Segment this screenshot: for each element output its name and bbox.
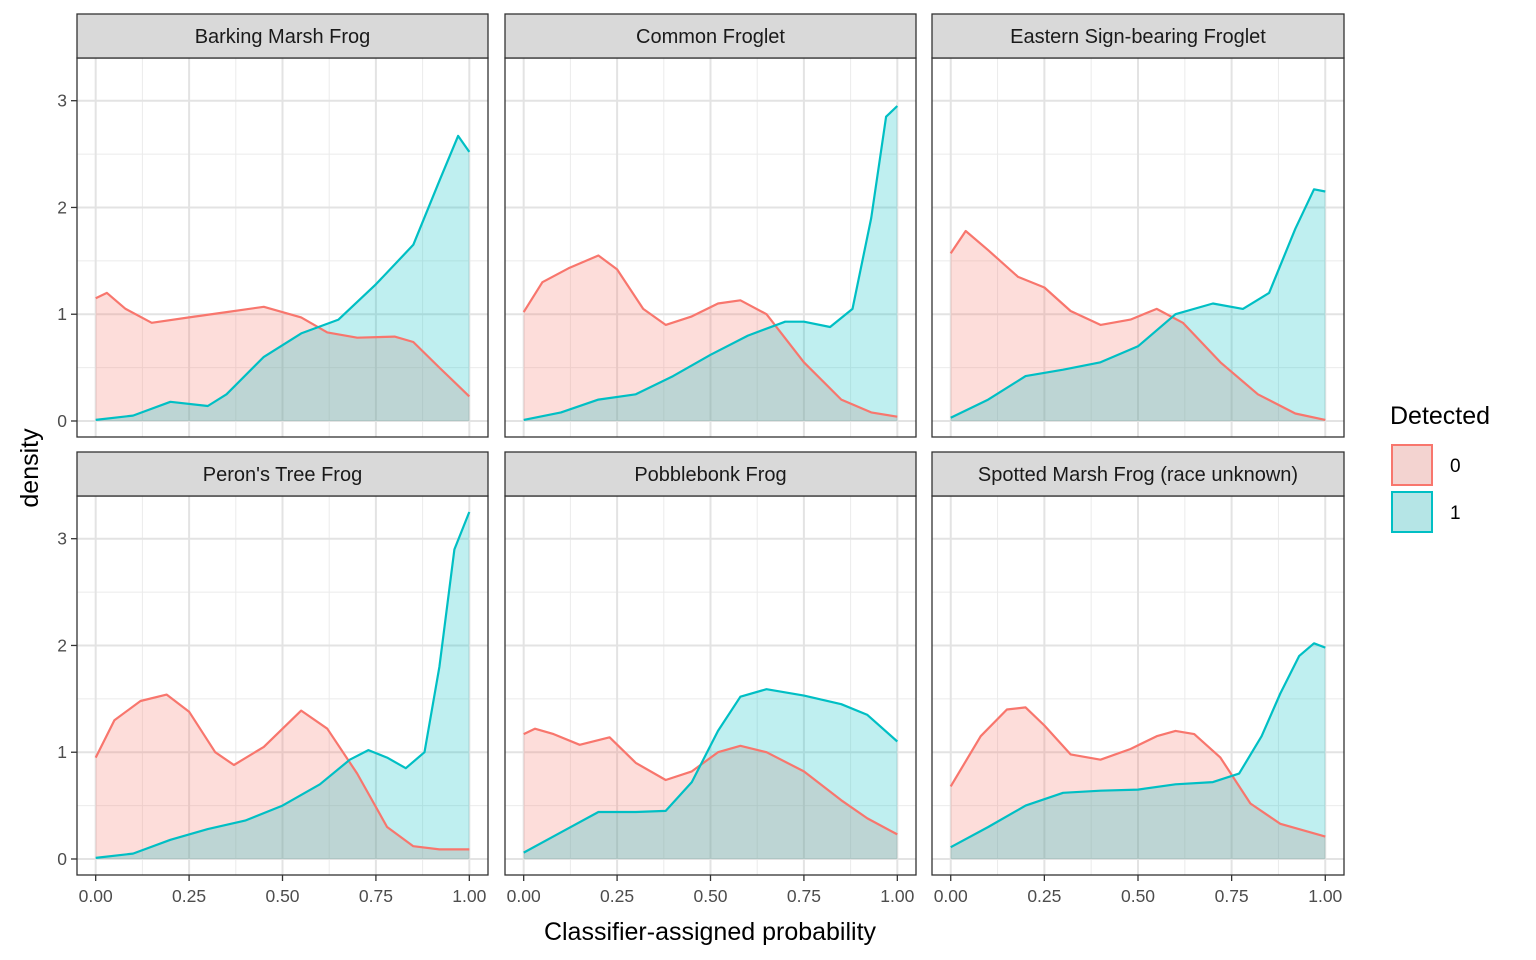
density-area-0 bbox=[950, 707, 1326, 859]
x-tick-label: 0.25 bbox=[1027, 886, 1061, 906]
density-line-1 bbox=[950, 188, 1326, 419]
density-line-1 bbox=[95, 134, 471, 421]
facet-panel: Spotted Marsh Frog (race unknown) 0.00 0.2… bbox=[931, 451, 1345, 906]
density-line-0 bbox=[522, 254, 898, 418]
density-area-1 bbox=[523, 689, 898, 859]
x-tick-label: 0.25 bbox=[172, 886, 206, 906]
x-tick-label: 0.00 bbox=[507, 886, 541, 906]
facet-panel: Barking Marsh Frog 0 1 2 3 bbox=[57, 13, 489, 438]
facet-title: Barking Marsh Frog bbox=[195, 26, 371, 48]
y-tick-label: 3 bbox=[57, 91, 67, 111]
y-axis-title: density bbox=[16, 428, 44, 508]
x-tick-label: 0.50 bbox=[1121, 886, 1155, 906]
facet-strip bbox=[931, 13, 1345, 59]
facet-panels: Barking Marsh Frog 0 1 2 3 Common Froglet East… bbox=[57, 13, 1345, 906]
facet-title: Common Froglet bbox=[636, 26, 785, 48]
y-tick-label: 1 bbox=[57, 304, 67, 324]
density-area-1 bbox=[950, 643, 1326, 859]
legend-key-background bbox=[1391, 444, 1433, 486]
facet-panel: Peron's Tree Frog 0 1 2 3 0.00 0.25 0.50 0.75 1.0… bbox=[57, 451, 489, 906]
legend: Detected 01 bbox=[1390, 402, 1490, 533]
facet-title: Peron's Tree Frog bbox=[203, 464, 362, 486]
x-tick-label: 0.50 bbox=[265, 886, 299, 906]
density-line-0 bbox=[949, 706, 1326, 838]
legend-key-0 bbox=[1391, 444, 1433, 486]
density-area-1 bbox=[95, 512, 470, 859]
facet-strip bbox=[931, 451, 1345, 497]
density-line-1 bbox=[950, 642, 1326, 849]
density-area-0 bbox=[523, 255, 898, 421]
x-tick-label: 0.75 bbox=[787, 886, 821, 906]
y-tick-label: 1 bbox=[57, 742, 67, 762]
y-tick-label: 0 bbox=[57, 849, 67, 869]
x-tick-label: 0.50 bbox=[693, 886, 727, 906]
legend-label: 0 bbox=[1450, 456, 1461, 477]
y-tick-label: 0 bbox=[57, 411, 67, 431]
facet-strip bbox=[504, 13, 917, 59]
density-line-0 bbox=[523, 727, 898, 836]
density-area-1 bbox=[950, 189, 1326, 421]
x-tick-label: 0.00 bbox=[934, 886, 968, 906]
legend-entry: 1 bbox=[1391, 491, 1461, 533]
y-tick-label: 3 bbox=[57, 529, 67, 549]
legend-key-1 bbox=[1391, 491, 1433, 533]
density-area-0 bbox=[95, 292, 470, 421]
facet-strip bbox=[76, 451, 489, 497]
density-line-1 bbox=[523, 105, 899, 421]
density-area-1 bbox=[523, 106, 898, 421]
legend-title: Detected bbox=[1390, 402, 1490, 430]
x-axis-title: Classifier-assigned probability bbox=[544, 918, 877, 946]
facet-strip bbox=[76, 13, 489, 59]
density-line-1 bbox=[95, 511, 471, 859]
x-tick-label: 0.00 bbox=[79, 886, 113, 906]
x-tick-label: 0.25 bbox=[600, 886, 634, 906]
y-tick-label: 2 bbox=[57, 635, 67, 655]
legend-label: 1 bbox=[1450, 503, 1461, 524]
x-tick-label: 0.75 bbox=[1215, 886, 1249, 906]
density-area-1 bbox=[95, 135, 470, 421]
facet-title: Pobblebonk Frog bbox=[634, 464, 786, 486]
facet-panel: Pobblebonk Frog 0.00 0.25 0.50 0.75 1.00 bbox=[504, 451, 917, 906]
y-tick-label: 2 bbox=[57, 197, 67, 217]
facet-title: Spotted Marsh Frog (race unknown) bbox=[978, 464, 1298, 486]
density-line-1 bbox=[523, 688, 899, 854]
density-area-0 bbox=[523, 728, 898, 859]
x-tick-label: 1.00 bbox=[452, 886, 486, 906]
legend-entry: 0 bbox=[1391, 444, 1461, 486]
x-tick-label: 1.00 bbox=[1308, 886, 1342, 906]
x-tick-label: 0.75 bbox=[359, 886, 393, 906]
density-area-0 bbox=[95, 694, 470, 859]
facet-title: Eastern Sign-bearing Froglet bbox=[1010, 26, 1266, 48]
density-line-0 bbox=[95, 291, 471, 398]
facet-panel: Common Froglet bbox=[504, 13, 917, 438]
facet-strip bbox=[504, 451, 917, 497]
density-line-0 bbox=[94, 693, 470, 851]
facet-panel: Eastern Sign-bearing Froglet bbox=[931, 13, 1345, 438]
legend-entries: 01 bbox=[1391, 444, 1461, 533]
density-line-0 bbox=[949, 229, 1326, 421]
x-tick-label: 1.00 bbox=[880, 886, 914, 906]
legend-key-background bbox=[1391, 491, 1433, 533]
